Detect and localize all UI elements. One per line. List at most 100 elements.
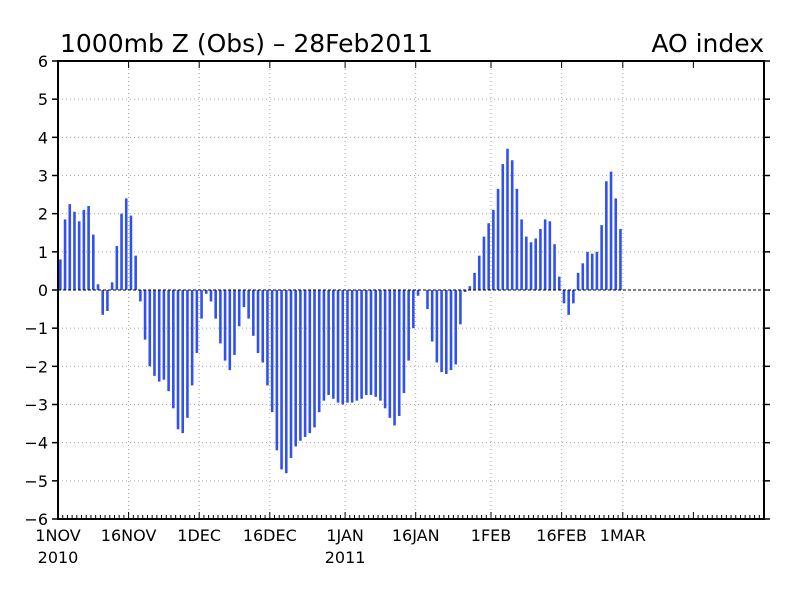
y-tick-label: −6 [24,510,48,529]
y-axis: −6 −5 −4 −3 −2 −1 0 1 2 3 4 5 6 [24,52,770,529]
y-tick-label: −2 [24,357,48,376]
bar [614,198,618,290]
x-tick-label: 16JAN [392,526,440,545]
bar [543,219,547,290]
bar [332,290,335,399]
x-tick-label: 1MAR [600,526,646,545]
bar [270,290,274,413]
bar [195,290,199,353]
bar [289,290,293,458]
bar [510,160,514,290]
bar [148,290,152,367]
bar [284,290,288,474]
bar [492,209,495,290]
bar [374,290,377,397]
bar [412,290,415,329]
bar [219,290,222,344]
bar [609,171,613,290]
bar [350,290,354,403]
bars [59,148,622,474]
bar [548,221,552,290]
y-tick-label: −3 [24,396,48,415]
bar [426,290,429,310]
bar [153,290,156,376]
bar [204,290,208,294]
bar [553,244,556,290]
bar [247,290,250,319]
bar [143,290,147,340]
chart-title: 1000mb Z (Obs) – 28Feb2011 [60,29,433,58]
y-tick-label: 3 [38,167,48,186]
bar [172,290,175,409]
bar [256,290,260,353]
bar [619,228,622,290]
bar [63,219,67,290]
bar [176,290,180,430]
bar [82,209,86,290]
bar [539,228,542,290]
chart-subtitle: AO index [651,29,764,58]
bar [167,290,170,392]
bar [181,290,185,434]
bar [73,211,76,290]
bar [355,290,359,401]
bar [261,290,265,363]
y-tick-label: 1 [38,243,48,262]
bar [487,223,490,290]
bar [110,282,114,290]
bar [449,290,453,371]
bar [322,290,326,401]
bar [529,242,533,290]
bar [506,148,509,290]
bar [336,290,340,403]
bar [393,290,396,426]
bar [327,290,330,395]
x-tick-year-label: 2011 [325,548,366,567]
bar [308,290,312,434]
x-axis: 1NOV 2010 16NOV 1DEC 16DEC 1JAN 2011 16JAN 1FEB 1… [35,61,765,567]
x-tick-label: 1JAN [326,526,364,545]
bar [233,290,236,355]
bar [139,290,142,302]
bar [520,219,523,290]
bar [402,290,406,394]
bar [383,290,387,409]
bar [157,290,161,382]
bar [567,290,570,315]
bar [473,272,476,290]
y-tick-label: 4 [38,128,48,147]
bar [557,276,561,290]
bar [369,290,373,395]
y-tick-label: −4 [24,434,48,453]
bar [477,255,481,290]
bar [525,236,528,290]
bar [341,290,345,405]
bar [496,188,500,290]
bar [223,290,227,361]
bar [590,253,594,290]
x-tick-label: 1NOV [35,526,80,545]
bar [397,290,401,416]
bar [237,290,241,327]
bar [59,259,62,290]
bar [595,251,599,290]
x-tick-label: 1FEB [471,526,511,545]
bar [605,181,608,290]
bar [572,290,575,304]
y-tick-label: 6 [38,52,48,71]
bar [562,290,566,304]
bar [92,234,95,290]
bar [501,164,505,290]
bar [416,290,420,296]
x-tick-label: 16FEB [536,526,587,545]
x-tick-label: 16NOV [101,526,157,545]
bar [214,290,217,319]
bar [294,290,297,447]
bar [124,198,128,290]
bar [134,255,137,290]
bar [454,290,458,365]
x-tick-label: 1DEC [177,526,221,545]
bar [468,286,472,290]
bar [440,290,443,373]
